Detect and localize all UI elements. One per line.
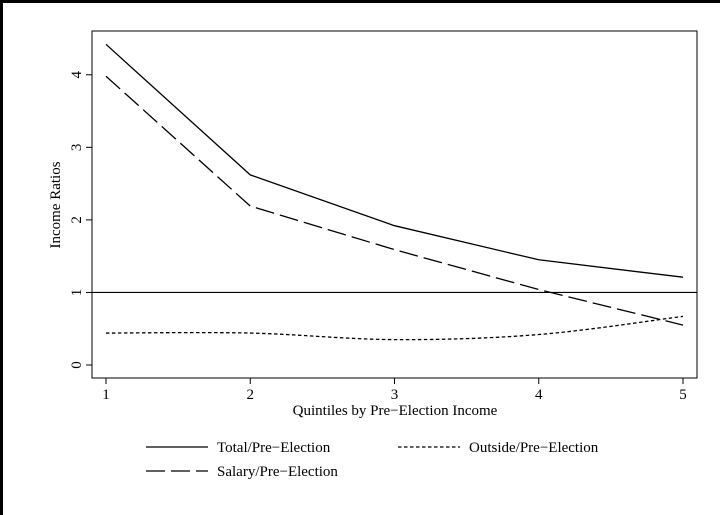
legend-label: Outside/Pre−Election <box>469 440 599 456</box>
series-outside-line <box>105 315 684 341</box>
series-salary-line <box>105 75 684 326</box>
y-tick-label: 1 <box>69 289 85 297</box>
legend: Total/Pre−Election Outside/Pre−Election Sa… <box>146 440 599 480</box>
legend-item-outside: Outside/Pre−Election <box>398 440 599 456</box>
legend-item-salary: Salary/Pre−Election <box>146 464 338 480</box>
plot-area <box>91 30 698 379</box>
legend-label: Total/Pre−Election <box>217 440 331 456</box>
x-tick-label: 1 <box>102 387 110 403</box>
y-axis-label: Income Ratios <box>48 161 64 248</box>
x-tick-label: 2 <box>247 387 255 403</box>
series-group <box>105 43 684 341</box>
legend-item-total: Total/Pre−Election <box>146 440 331 456</box>
y-tick-label: 0 <box>69 361 85 369</box>
x-tick-label: 5 <box>679 387 687 403</box>
y-tick-label: 2 <box>69 216 85 224</box>
x-tick-label: 3 <box>391 387 399 403</box>
y-tick-label: 3 <box>69 144 85 152</box>
series-total-line <box>105 43 684 278</box>
axes: 1 2 3 4 5 0 1 2 3 4 <box>69 71 687 403</box>
y-tick-label: 4 <box>69 71 85 79</box>
x-tick-label: 4 <box>535 387 543 403</box>
x-axis-label: Quintiles by Pre−Election Income <box>293 403 498 419</box>
legend-label: Salary/Pre−Election <box>217 464 338 480</box>
